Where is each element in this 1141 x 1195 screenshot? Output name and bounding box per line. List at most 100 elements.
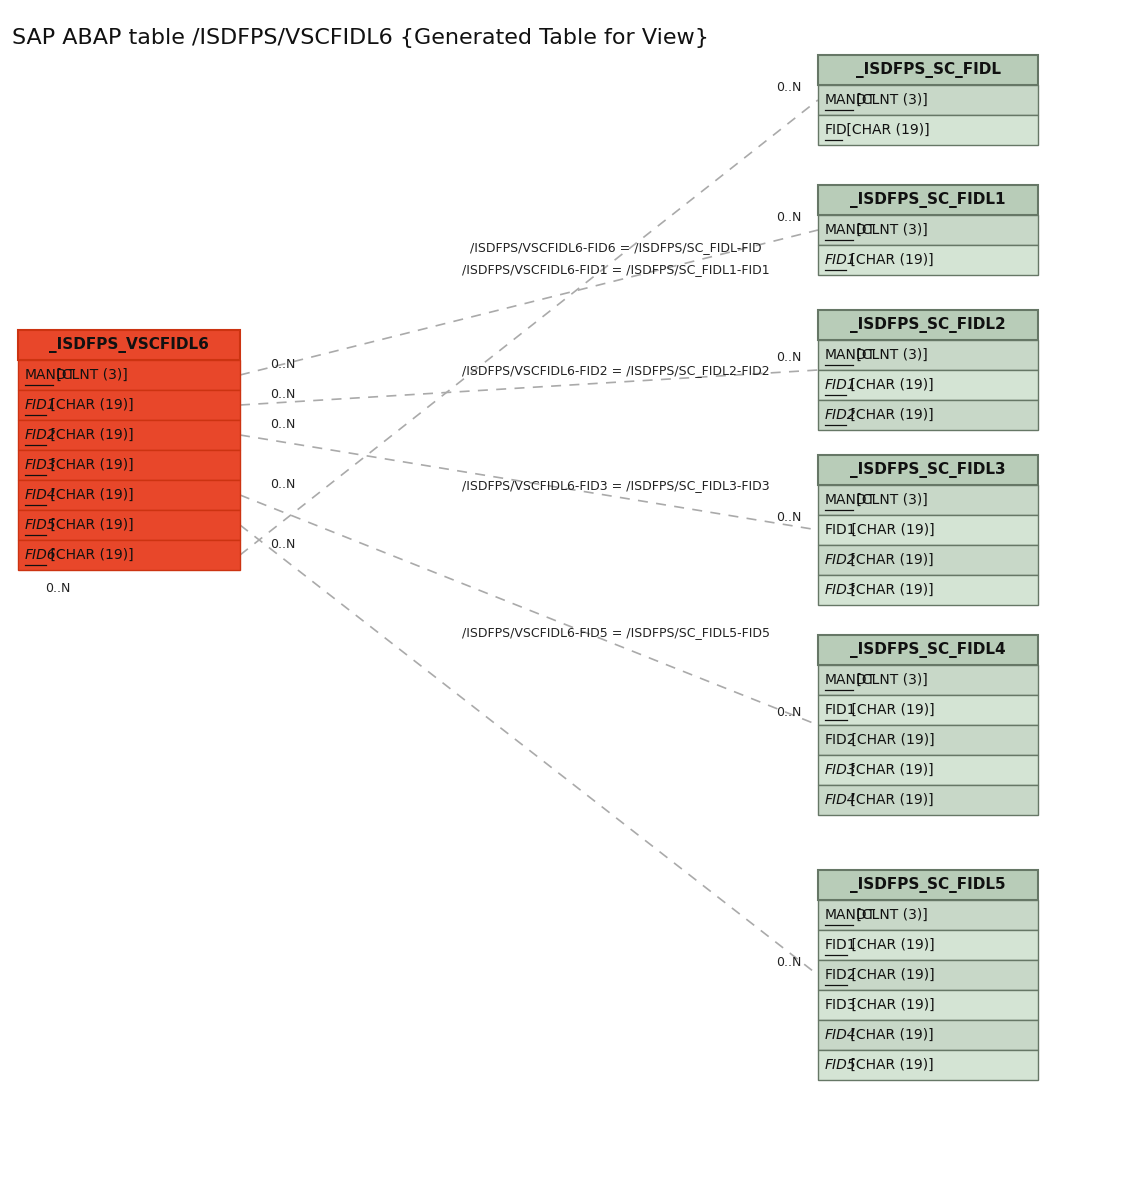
Text: [CHAR (19)]: [CHAR (19)] — [845, 253, 933, 266]
Bar — [818, 545, 1038, 575]
Text: [CHAR (19)]: [CHAR (19)] — [847, 998, 934, 1012]
Text: [CHAR (19)]: [CHAR (19)] — [845, 793, 933, 807]
Bar — [818, 370, 1038, 400]
Text: FID1: FID1 — [25, 398, 57, 412]
Bar — [818, 1021, 1038, 1050]
Text: [CHAR (19)]: [CHAR (19)] — [845, 762, 933, 777]
Text: FID6: FID6 — [25, 549, 57, 562]
Text: _ISDFPS_VSCFIDL6: _ISDFPS_VSCFIDL6 — [49, 337, 209, 353]
Text: MANDT: MANDT — [25, 368, 76, 382]
Text: _ISDFPS_SC_FIDL1: _ISDFPS_SC_FIDL1 — [850, 192, 1005, 208]
Text: 0..N: 0..N — [776, 511, 801, 523]
Text: FID2: FID2 — [825, 733, 857, 747]
Text: FID: FID — [825, 123, 848, 137]
Text: _ISDFPS_SC_FIDL: _ISDFPS_SC_FIDL — [856, 62, 1001, 78]
Bar — [818, 185, 1038, 215]
Bar — [818, 115, 1038, 145]
Bar — [18, 451, 240, 480]
Text: [CHAR (19)]: [CHAR (19)] — [46, 488, 133, 502]
Text: [CHAR (19)]: [CHAR (19)] — [847, 523, 934, 537]
Text: 0..N: 0..N — [270, 538, 296, 551]
Text: [CHAR (19)]: [CHAR (19)] — [845, 1058, 933, 1072]
Text: [CHAR (19)]: [CHAR (19)] — [845, 378, 933, 392]
Text: FID1: FID1 — [825, 253, 857, 266]
Bar — [818, 755, 1038, 785]
Text: [CLNT (3)]: [CLNT (3)] — [852, 93, 929, 108]
Text: [CHAR (19)]: [CHAR (19)] — [845, 407, 933, 422]
Text: [CHAR (19)]: [CHAR (19)] — [845, 583, 933, 598]
Text: MANDT: MANDT — [825, 348, 876, 362]
Text: _ISDFPS_SC_FIDL4: _ISDFPS_SC_FIDL4 — [850, 642, 1006, 658]
Text: 0..N: 0..N — [270, 358, 296, 370]
Text: [CHAR (19)]: [CHAR (19)] — [46, 428, 133, 442]
Text: [CHAR (19)]: [CHAR (19)] — [847, 968, 934, 982]
Bar — [818, 785, 1038, 815]
Bar — [818, 310, 1038, 341]
Text: [CHAR (19)]: [CHAR (19)] — [847, 703, 934, 717]
Bar — [818, 695, 1038, 725]
Bar — [818, 930, 1038, 960]
Text: 0..N: 0..N — [776, 212, 801, 223]
Text: _ISDFPS_SC_FIDL3: _ISDFPS_SC_FIDL3 — [850, 462, 1006, 478]
Text: FID3: FID3 — [25, 458, 57, 472]
Text: FID5: FID5 — [25, 517, 57, 532]
Bar — [818, 341, 1038, 370]
Bar — [818, 85, 1038, 115]
Text: [CHAR (19)]: [CHAR (19)] — [842, 123, 929, 137]
Text: 0..N: 0..N — [270, 388, 296, 402]
Bar — [818, 575, 1038, 605]
Bar — [18, 419, 240, 451]
Text: FID1: FID1 — [825, 703, 857, 717]
Text: FID2: FID2 — [825, 407, 857, 422]
Text: FID2: FID2 — [825, 553, 857, 566]
Text: [CHAR (19)]: [CHAR (19)] — [845, 1028, 933, 1042]
Text: 0..N: 0..N — [776, 706, 801, 719]
Text: FID2: FID2 — [825, 968, 857, 982]
Bar — [818, 1050, 1038, 1080]
Text: /ISDFPS/VSCFIDL6-FID1 = /ISDFPS/SC_FIDL1-FID1: /ISDFPS/VSCFIDL6-FID1 = /ISDFPS/SC_FIDL1… — [462, 263, 769, 276]
Text: [CHAR (19)]: [CHAR (19)] — [46, 458, 133, 472]
Text: MANDT: MANDT — [825, 93, 876, 108]
Text: FID3: FID3 — [825, 583, 857, 598]
Bar — [818, 664, 1038, 695]
Text: [CHAR (19)]: [CHAR (19)] — [845, 553, 933, 566]
Text: [CLNT (3)]: [CLNT (3)] — [852, 494, 929, 507]
Text: FID3: FID3 — [825, 998, 857, 1012]
Text: [CHAR (19)]: [CHAR (19)] — [847, 733, 934, 747]
Bar — [18, 390, 240, 419]
Text: FID4: FID4 — [25, 488, 57, 502]
Text: 0..N: 0..N — [776, 81, 801, 94]
Bar — [818, 400, 1038, 430]
Text: /ISDFPS/VSCFIDL6-FID2 = /ISDFPS/SC_FIDL2-FID2: /ISDFPS/VSCFIDL6-FID2 = /ISDFPS/SC_FIDL2… — [462, 364, 769, 378]
Bar — [18, 360, 240, 390]
Text: FID1: FID1 — [825, 523, 857, 537]
Text: FID5: FID5 — [825, 1058, 857, 1072]
Text: _ISDFPS_SC_FIDL5: _ISDFPS_SC_FIDL5 — [850, 877, 1006, 893]
Bar — [818, 960, 1038, 989]
Text: [CHAR (19)]: [CHAR (19)] — [46, 549, 133, 562]
Text: 0..N: 0..N — [270, 418, 296, 431]
Text: FID1: FID1 — [825, 378, 857, 392]
Bar — [18, 330, 240, 360]
Bar — [818, 870, 1038, 900]
Bar — [818, 725, 1038, 755]
Bar — [818, 900, 1038, 930]
Text: [CLNT (3)]: [CLNT (3)] — [852, 223, 929, 237]
Text: MANDT: MANDT — [825, 673, 876, 687]
Text: [CLNT (3)]: [CLNT (3)] — [852, 673, 929, 687]
Bar — [818, 635, 1038, 664]
Text: MANDT: MANDT — [825, 908, 876, 923]
Bar — [818, 55, 1038, 85]
Bar — [18, 480, 240, 510]
Bar — [18, 510, 240, 540]
Bar — [818, 455, 1038, 485]
Text: [CHAR (19)]: [CHAR (19)] — [46, 517, 133, 532]
Text: SAP ABAP table /ISDFPS/VSCFIDL6 {Generated Table for View}: SAP ABAP table /ISDFPS/VSCFIDL6 {Generat… — [13, 27, 709, 48]
Text: [CHAR (19)]: [CHAR (19)] — [46, 398, 133, 412]
Bar — [18, 540, 240, 570]
Text: [CHAR (19)]: [CHAR (19)] — [847, 938, 934, 952]
Text: 0..N: 0..N — [270, 478, 296, 491]
Text: FID2: FID2 — [25, 428, 57, 442]
Text: /ISDFPS/VSCFIDL6-FID6 = /ISDFPS/SC_FIDL-FID: /ISDFPS/VSCFIDL6-FID6 = /ISDFPS/SC_FIDL-… — [470, 241, 761, 255]
Text: 0..N: 0..N — [44, 582, 71, 595]
